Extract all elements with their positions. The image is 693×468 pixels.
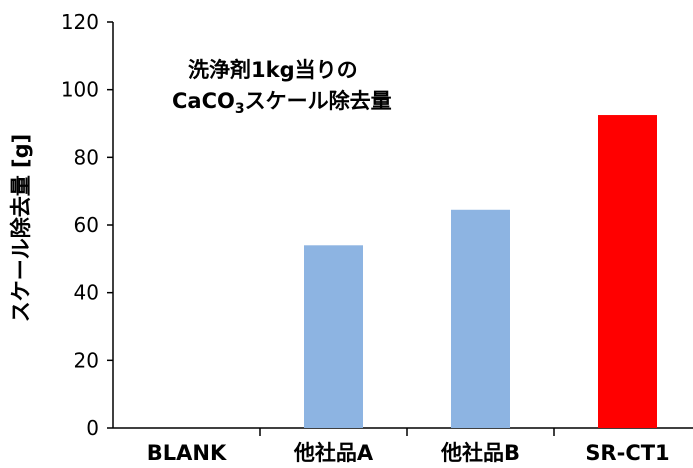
y-axis-title: スケール除去量 [g] <box>9 134 33 323</box>
bar <box>304 245 363 428</box>
y-tick-label: 60 <box>74 213 99 237</box>
x-tick-label: BLANK <box>147 441 227 465</box>
y-tick-label: 20 <box>74 348 99 372</box>
x-tick-label: 他社品A <box>293 441 374 465</box>
y-tick-label: 100 <box>61 78 99 102</box>
x-tick-label: 他社品B <box>440 441 520 465</box>
annotation-line2-prefix: CaCO <box>172 89 235 113</box>
x-tick-label: SR-CT1 <box>585 441 669 465</box>
y-tick-label: 120 <box>61 10 99 34</box>
annotation-line1: 洗浄剤1kg当りの <box>188 58 358 82</box>
y-tick-label: 40 <box>74 281 99 305</box>
annotation-line2-suffix: スケール除去量 <box>245 89 392 113</box>
y-tick-label: 0 <box>86 416 99 440</box>
plot-area: 0 20 40 60 80 100 120 BLANK 他社品A 他社品B SR-CT1 <box>61 10 693 465</box>
bar <box>451 209 510 428</box>
y-tick-label: 80 <box>74 145 99 169</box>
annotation-line2-subscript: 3 <box>235 101 245 117</box>
bar <box>598 115 657 429</box>
annotation-line2: CaCO3スケール除去量 <box>172 89 392 117</box>
